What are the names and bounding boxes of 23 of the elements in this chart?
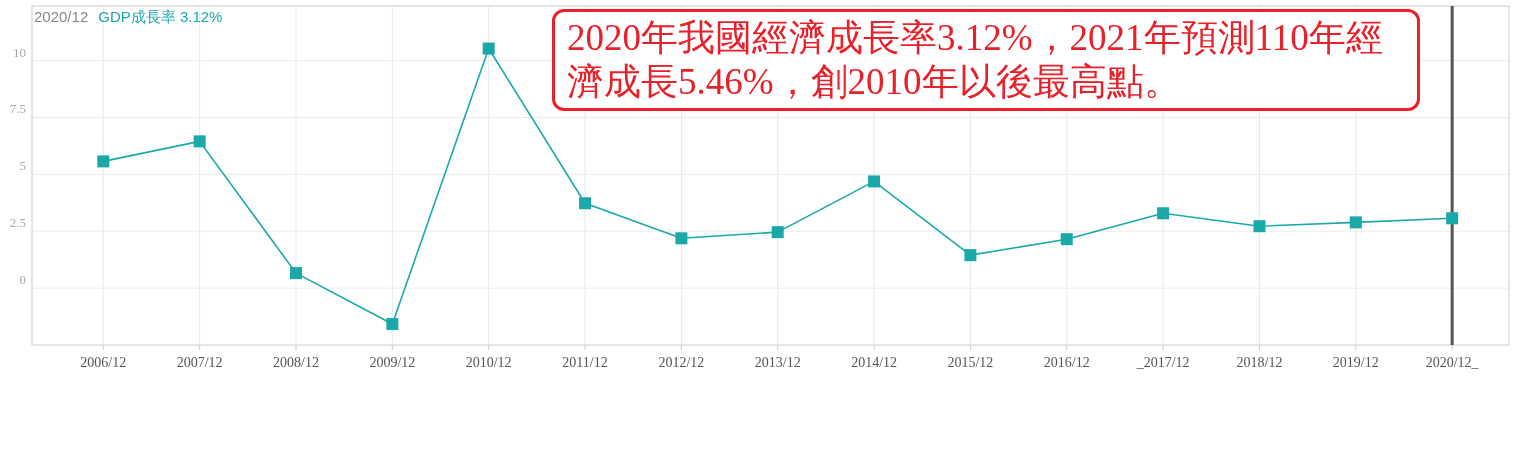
y-tick-label: 2.5 [9,215,26,231]
x-tick-label: 2009/12 [369,355,416,370]
x-tick-label: 2019/12 [1332,355,1379,370]
y-tick-label: 10 [13,44,26,60]
x-tick-label: _2017/12 [1135,355,1190,370]
x-tick-label: 2008/12 [273,355,319,370]
x-tick-label: 2011/12 [562,355,608,370]
x-tick-label: 2014/12 [851,355,898,370]
x-tick-label: 2013/12 [754,355,801,370]
y-tick-label: 0 [19,272,26,288]
y-tick-label: 5 [19,158,26,174]
x-tick-label: 2020/12_ [1425,355,1480,370]
x-tick-label: 2007/12 [176,355,223,370]
x-tick-label: 2018/12 [1236,355,1283,370]
annotation: 2020/12 [34,8,89,25]
x-tick-label: 2006/12 [80,355,127,370]
x-tick-label: 2010/12 [465,355,512,370]
x-tick-label: 2015/12 [947,355,994,370]
annotation: 2020年我國經濟成長率3.12%，2021年預測110年經濟成長5.46%，創2010年以後最高點。 [552,9,1420,111]
text: GDP成長率 3.12% [98,8,223,25]
y-tick-label: 7.5 [9,101,26,117]
x-tick-label: 2016/12 [1043,355,1090,370]
x-tick-label: 2012/12 [658,355,705,370]
